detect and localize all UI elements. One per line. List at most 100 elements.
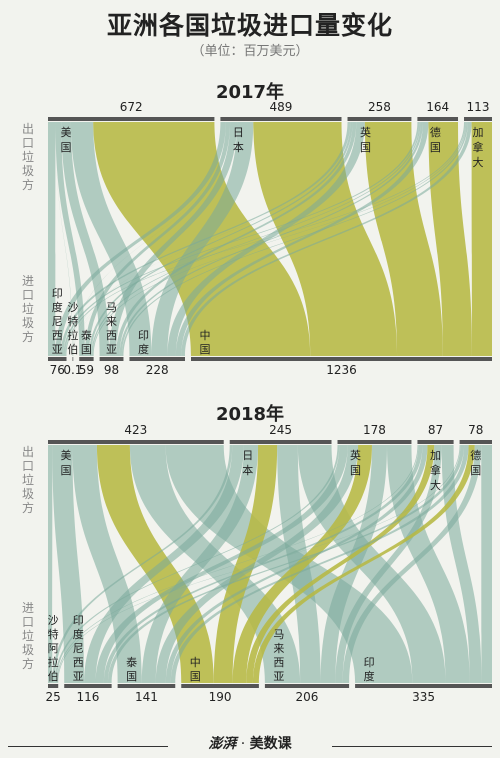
- importer-bar: [48, 684, 59, 688]
- importer-bar: [264, 684, 350, 688]
- importer-bar: [190, 357, 492, 361]
- flow-band: [335, 445, 442, 683]
- flow-band: [73, 122, 420, 356]
- flow-band: [73, 122, 466, 356]
- importer-bar: [181, 684, 259, 688]
- importer-label: 沙特拉伯: [67, 301, 78, 356]
- exporter-label: 美国: [61, 126, 72, 154]
- flow-band: [84, 122, 231, 356]
- importer-label: 中国: [190, 656, 201, 683]
- flow-band: [232, 445, 372, 683]
- flow-band: [175, 122, 429, 356]
- exporter-bar: [220, 117, 342, 121]
- flow-band: [54, 445, 340, 683]
- flow-band: [95, 445, 348, 683]
- importer-label: 印度: [138, 329, 149, 356]
- flow-band: [55, 122, 73, 356]
- flow-band: [252, 445, 475, 683]
- importer-value: 190: [209, 690, 232, 704]
- exporter-bar: [464, 117, 492, 121]
- exporter-value: 164: [426, 100, 449, 114]
- axis-label-importers: 进口垃圾方: [22, 274, 34, 344]
- page-title: 亚洲各国垃圾进口量变化: [106, 11, 393, 40]
- exporter-bar: [417, 117, 459, 121]
- importer-value: 228: [146, 363, 169, 377]
- flow-band: [167, 122, 365, 356]
- flow-band: [246, 445, 435, 683]
- importer-bar: [117, 684, 176, 688]
- flow-band: [60, 122, 351, 356]
- flow-band: [320, 445, 387, 683]
- flow-band: [115, 122, 357, 356]
- exporter-bar: [48, 117, 215, 121]
- flow-band: [52, 445, 85, 683]
- flow-band: [342, 445, 482, 683]
- flows-1: [48, 445, 492, 683]
- importer-bar: [129, 357, 185, 361]
- flow-band: [84, 445, 244, 683]
- importer-value: 1236: [326, 363, 357, 377]
- flow-band: [170, 445, 469, 683]
- importer-value: 25: [45, 690, 60, 704]
- flow-band: [63, 122, 420, 356]
- flow-band: [65, 122, 466, 356]
- importer-bar: [79, 357, 94, 361]
- flow-band: [57, 445, 461, 683]
- importer-label: 马来西亚: [273, 628, 284, 683]
- exporter-value: 245: [269, 423, 292, 437]
- exporter-bar: [337, 440, 412, 444]
- importer-bar: [64, 684, 112, 688]
- flow-band: [141, 445, 259, 683]
- exporter-label: 英国: [360, 125, 371, 154]
- flow-band: [52, 445, 233, 683]
- flow-band: [72, 122, 226, 356]
- exporter-bar: [229, 440, 332, 444]
- flow-band: [103, 445, 423, 683]
- exporter-value: 672: [120, 100, 143, 114]
- importer-value: 116: [76, 690, 99, 704]
- flow-band: [89, 122, 353, 356]
- exporter-label: 日本: [233, 126, 244, 154]
- importer-label: 泰国: [126, 655, 137, 683]
- exporter-label: 日本: [242, 449, 253, 477]
- exporter-value: 489: [270, 100, 293, 114]
- importer-bar: [72, 357, 74, 361]
- exporter-label: 德国: [470, 448, 481, 477]
- footer-divider-right: [332, 746, 492, 747]
- exporter-value: 87: [428, 423, 443, 437]
- brand-logo: 澎湃: [208, 736, 237, 752]
- importer-label: 中国: [199, 329, 210, 356]
- flow-band: [119, 122, 423, 356]
- flow-band: [91, 122, 421, 356]
- flow-band: [155, 445, 359, 683]
- importer-value: 206: [296, 690, 319, 704]
- exporter-label: 加拿大: [430, 449, 441, 492]
- importer-bar: [48, 357, 67, 361]
- flow-band: [121, 122, 468, 356]
- importer-label: 印度尼西亚: [73, 614, 84, 683]
- importer-value: 335: [412, 690, 435, 704]
- flow-band: [55, 122, 226, 356]
- axis-label-exporters: 出口垃圾方: [22, 122, 34, 192]
- flow-band: [471, 122, 492, 356]
- flow-band: [181, 122, 472, 356]
- importer-value: 98: [104, 363, 119, 377]
- importer-value: 59: [79, 363, 94, 377]
- exporter-value: 423: [124, 423, 147, 437]
- importer-bar: [99, 357, 124, 361]
- flow-band: [92, 122, 467, 356]
- unit-subtitle: （单位：百万美元）: [191, 44, 309, 59]
- importer-label: 印度尼西亚: [52, 287, 63, 356]
- importer-label: 印度: [364, 656, 375, 683]
- flows-0: [48, 122, 492, 356]
- flow-band: [56, 445, 419, 683]
- exporter-bar: [417, 440, 454, 444]
- year-2018-title: 2018年: [215, 404, 285, 425]
- exporter-bar: [48, 440, 224, 444]
- flow-band: [481, 445, 492, 683]
- flow-band: [107, 445, 465, 683]
- flow-band: [165, 445, 428, 683]
- axis-label-importers: 进口垃圾方: [22, 601, 34, 671]
- exporter-label: 加拿大: [473, 126, 484, 169]
